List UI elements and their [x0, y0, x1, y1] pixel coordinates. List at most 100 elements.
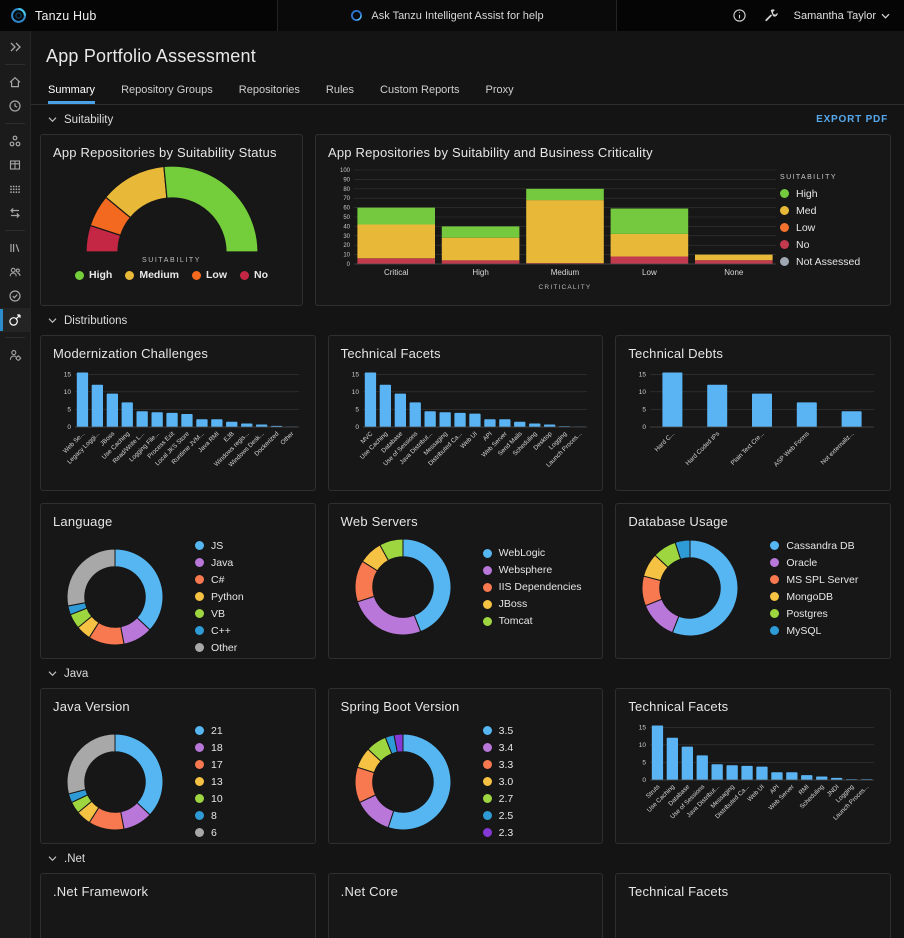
tab-repository-groups[interactable]: Repository Groups — [121, 84, 213, 96]
legend-item[interactable]: 2.3 — [482, 826, 514, 839]
assist-icon — [350, 9, 363, 22]
legend-item[interactable]: Not Assessed — [780, 256, 875, 268]
legend-item[interactable]: Med — [780, 205, 875, 217]
expand-icon[interactable] — [0, 35, 30, 59]
legend-item[interactable]: Oracle — [770, 557, 858, 569]
card-title: App Repositories by Suitability Status — [53, 145, 277, 160]
legend-dot — [482, 777, 492, 786]
legend-item[interactable]: 17 — [195, 759, 223, 771]
legend-item[interactable]: No — [780, 239, 875, 251]
legend-item[interactable]: No — [240, 269, 268, 281]
gauge-card: App Repositories by Suitability Status S… — [40, 134, 303, 306]
section-label[interactable]: Distributions — [64, 314, 128, 327]
svg-text:Web UI: Web UI — [747, 783, 767, 803]
legend-item[interactable]: 2.7 — [482, 793, 513, 805]
tabs-divider — [31, 104, 904, 105]
legend-item[interactable]: C# — [195, 574, 244, 586]
section-label[interactable]: Suitability — [64, 113, 114, 126]
legend-item[interactable]: Cassandra DB — [770, 540, 858, 552]
tab-summary[interactable]: Summary — [48, 84, 96, 104]
tab-repositories[interactable]: Repositories — [238, 84, 300, 96]
legend-item[interactable]: 3.5 — [482, 725, 513, 737]
legend-item[interactable]: Low — [780, 222, 875, 234]
tab-custom-reports[interactable]: Custom Reports — [380, 84, 460, 96]
legend-item[interactable]: Tomcat — [482, 615, 582, 627]
page-head: App Portfolio Assessment Summary Reposit… — [31, 31, 904, 104]
legend-item[interactable]: MS SPL Server — [770, 574, 858, 586]
svg-text:Critical: Critical — [384, 268, 409, 277]
section-label[interactable]: .Net — [64, 852, 86, 865]
legend-item[interactable]: 21 — [195, 725, 223, 737]
home-icon[interactable] — [0, 70, 30, 94]
svg-text:5: 5 — [643, 407, 647, 414]
legend-label: 3.4 — [498, 741, 514, 754]
legend-item[interactable]: 2.5 — [482, 810, 513, 822]
card-title: Database Usage — [628, 514, 728, 529]
chevron-down-icon[interactable] — [48, 316, 57, 325]
legend-item[interactable]: 13 — [195, 776, 223, 788]
legend-item[interactable]: Python — [195, 591, 244, 603]
grid-dots-icon[interactable] — [0, 177, 30, 201]
java-version-legend: 21 18 17 13 10 8 6 — [195, 722, 223, 841]
library-icon[interactable] — [0, 236, 30, 260]
section-label[interactable]: Java — [64, 667, 89, 680]
legend-dot — [780, 206, 789, 215]
legend-item[interactable]: 8 — [195, 810, 223, 822]
legend-item[interactable]: JS — [195, 540, 244, 552]
chevron-down-icon[interactable] — [48, 115, 57, 124]
swap-arrows-icon[interactable] — [0, 201, 30, 225]
legend-item[interactable]: 18 — [195, 742, 223, 754]
wrench-icon[interactable] — [763, 8, 778, 23]
legend-dot — [482, 548, 492, 558]
legend-item[interactable]: 3.0 — [482, 776, 513, 788]
legend-label: C++ — [211, 624, 231, 637]
legend-label: MongoDB — [786, 590, 834, 603]
app-nodes-icon[interactable] — [0, 129, 30, 153]
table-icon[interactable] — [0, 153, 30, 177]
java-version-card: Java Version 21 18 17 13 10 8 6 — [40, 688, 316, 844]
legend-label: 2.3 — [498, 826, 514, 839]
legend-item[interactable]: C++ — [195, 625, 244, 637]
chevron-down-icon[interactable] — [48, 669, 57, 678]
assessment-launch-icon[interactable] — [0, 308, 30, 332]
shield-check-icon[interactable] — [0, 284, 30, 308]
legend-item[interactable]: Java — [195, 557, 244, 569]
legend-item[interactable]: JBoss — [482, 598, 582, 610]
assist-button[interactable]: Ask Tanzu Intelligent Assist for help — [278, 0, 617, 31]
admin-user-icon[interactable] — [0, 343, 30, 367]
legend-label: Low — [206, 269, 227, 281]
chevron-down-icon[interactable] — [48, 854, 57, 863]
tab-proxy[interactable]: Proxy — [485, 84, 514, 96]
info-icon[interactable] — [732, 8, 747, 23]
users-icon[interactable] — [0, 260, 30, 284]
legend-item[interactable]: MySQL — [770, 625, 858, 637]
legend-item[interactable]: High — [75, 269, 112, 281]
legend-item[interactable]: VB — [195, 608, 244, 620]
export-pdf-link[interactable]: EXPORT PDF — [816, 114, 888, 125]
distribution-donuts-row: Language JS Java C# Python VB C++ Other Web Se… — [31, 503, 904, 659]
brand[interactable]: Tanzu Hub — [0, 0, 278, 31]
legend-item[interactable]: Medium — [125, 269, 179, 281]
legend-item[interactable]: High — [780, 188, 875, 200]
legend-item[interactable]: Websphere — [482, 564, 582, 576]
dashboard-clock-icon[interactable] — [0, 94, 30, 118]
legend-item[interactable]: WebLogic — [482, 547, 582, 559]
suitability-row: App Repositories by Suitability Status S… — [31, 134, 904, 306]
legend-item[interactable]: 3.4 — [482, 741, 514, 754]
legend-item[interactable]: Postgres — [770, 608, 858, 620]
user-menu[interactable]: Samantha Taylor — [794, 10, 890, 22]
legend-item[interactable]: MongoDB — [770, 591, 858, 603]
card-title: Technical Debts — [628, 346, 724, 361]
legend-dot — [482, 599, 492, 609]
legend-item[interactable]: 6 — [195, 827, 223, 839]
legend-item[interactable]: Other — [195, 642, 244, 654]
legend-item[interactable]: Low — [192, 269, 227, 281]
legend-item[interactable]: 10 — [195, 793, 223, 805]
legend-dot — [780, 240, 789, 249]
legend-label: 10 — [211, 792, 223, 805]
tab-rules[interactable]: Rules — [325, 84, 355, 96]
legend-item[interactable]: IIS Dependencies — [482, 581, 582, 593]
dotnet-row: .Net Framework .Net Core Technical Facet… — [31, 873, 904, 938]
legend-item[interactable]: 3.3 — [482, 759, 513, 771]
